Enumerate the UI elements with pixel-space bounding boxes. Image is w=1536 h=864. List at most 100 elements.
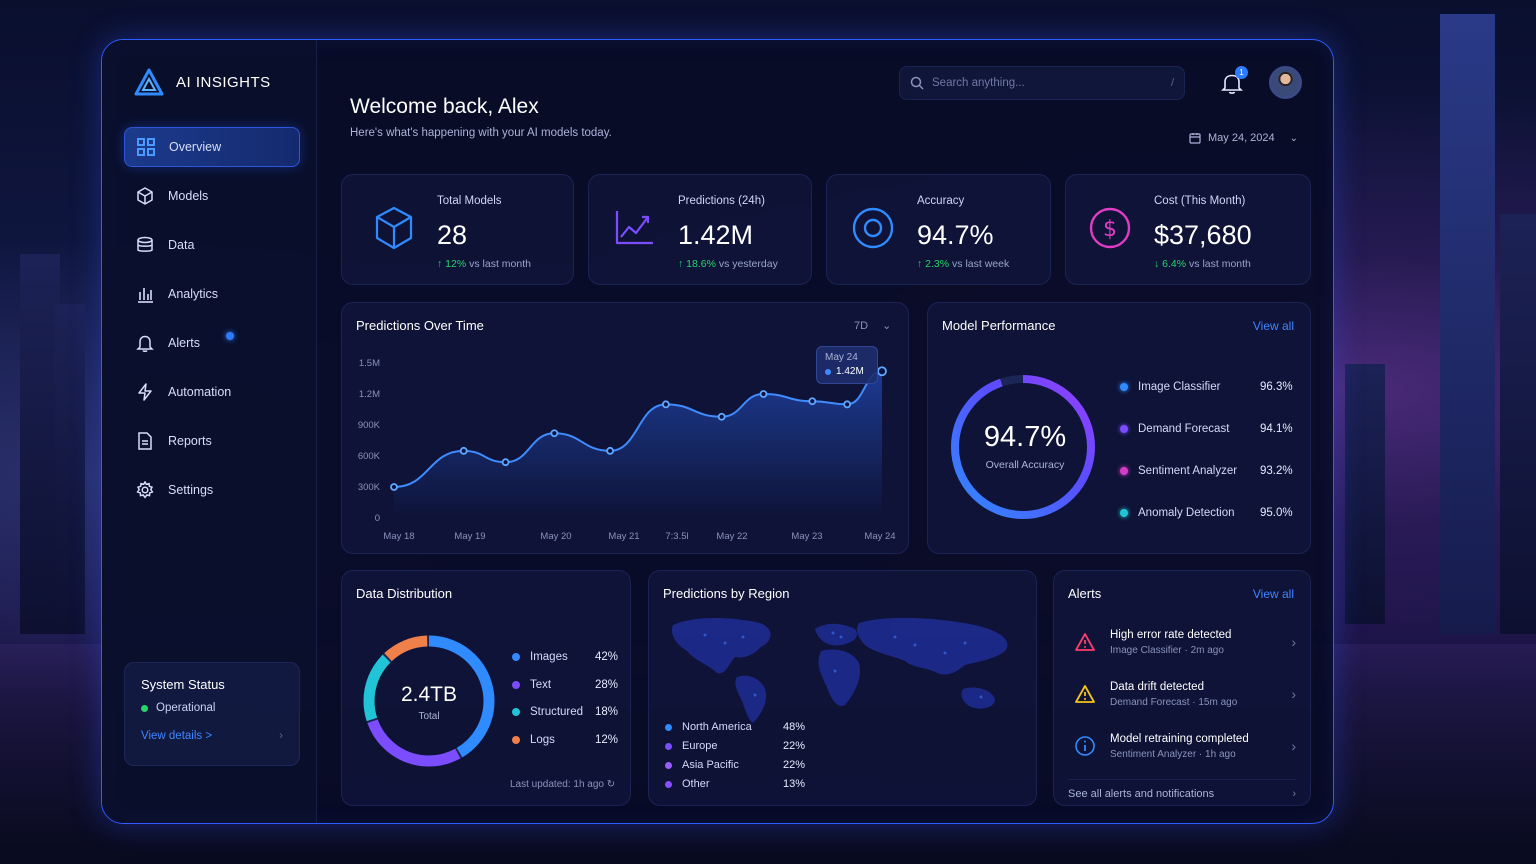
avatar[interactable] [1269,66,1302,99]
date-picker[interactable]: May 24, 2024 ⌄ [1189,132,1298,144]
page-subtitle: Here's what's happening with your AI mod… [350,127,612,139]
card-title: Predictions by Region [663,586,790,601]
kpi-delta-text: vs last month [469,258,531,270]
sidebar-item-label: Automation [168,385,232,399]
document-icon [138,432,152,450]
card-title: Data Distribution [356,586,453,601]
data-distribution-card: Data Distribution 2.4TB Total Images 42% T… [341,570,631,806]
sidebar-item-models[interactable]: Models [124,176,300,216]
app-window: AI INSIGHTS Overview Models Data Analyti… [101,39,1334,824]
legend-value: 22% [783,759,806,771]
legend-value: 28% [595,678,619,691]
sidebar-item-label: Settings [168,483,214,497]
sidebar-item-overview[interactable]: Overview [124,127,300,167]
kpi-value: 28 [437,220,468,250]
info-icon [1075,736,1095,756]
data-point[interactable] [808,397,817,406]
line-chart[interactable]: 0 300K 600K 900K 1.2M 1.5M May 18 May 19 May 20 M… [342,303,910,555]
legend-label: North America [682,721,752,733]
legend-value: 48% [783,721,806,733]
data-point[interactable] [390,483,398,491]
kpi-value: $37,680 [1154,220,1252,250]
kpi-delta-value: 2.3% [925,258,950,270]
legend-value: 42% [595,651,619,663]
chevron-right-icon: › [1292,788,1296,800]
data-point[interactable] [459,446,468,455]
legend-item: Other [665,778,710,790]
target-icon [852,207,894,249]
data-point[interactable] [550,429,559,438]
sidebar-item-label: Models [168,189,209,203]
sidebar-item-analytics[interactable]: Analytics [124,274,300,314]
kpi-delta: ↑ 18.6% vs yesterday [678,258,778,270]
data-point[interactable] [606,446,615,455]
alert-item[interactable]: Data drift detected Demand Forecast · 15m… [1068,671,1296,717]
range-select[interactable]: 7D ⌄ [854,319,891,332]
search-shortcut: / [1170,77,1174,89]
distribution-total-label: Total [418,711,440,722]
donut-segment[interactable] [363,635,495,767]
chevron-down-icon: ⌄ [882,320,892,332]
donut-segment[interactable] [363,635,495,767]
distribution-total-value: 2.4TB [400,683,458,706]
range-select-value: 7D [854,320,869,332]
page-title: Welcome back, Alex [350,95,539,118]
alert-item[interactable]: High error rate detected Image Classifier… [1068,619,1296,665]
calendar-icon [1189,133,1201,144]
view-details-link[interactable]: View details > › [141,730,283,742]
legend-value: 18% [595,706,619,718]
legend-dot [665,761,672,769]
bar-chart-icon [138,288,153,303]
alert-title: High error rate detected [1110,628,1232,641]
kpi-card-cost[interactable]: $ Cost (This Month) $37,680 ↓ 6.4% vs la… [1065,174,1311,285]
search-input[interactable] [932,77,1163,89]
legend-dot [1120,467,1128,475]
sidebar-item-automation[interactable]: Automation [124,372,300,412]
bolt-icon [138,383,152,401]
notifications-bell-icon[interactable] [1218,69,1246,97]
chevron-right-icon: › [279,730,283,742]
alert-subtitle: Sentiment Analyzer · 1h ago [1110,748,1236,760]
view-all-link[interactable]: View all [1252,587,1294,601]
brand[interactable]: AI INSIGHTS [134,68,271,96]
legend-item: Logs [512,734,555,746]
legend-label: Image Classifier [1138,381,1221,393]
donut-segment[interactable] [363,635,495,767]
sidebar-item-alerts[interactable]: Alerts [124,323,300,363]
system-status-text: Operational [156,702,216,714]
sidebar-item-label: Analytics [168,287,219,301]
alert-item[interactable]: Model retraining completed Sentiment Anal… [1068,723,1296,769]
predictions-over-time-card: Predictions Over Time 7D ⌄ 0 300K 600K 900K 1… [341,302,909,554]
data-point[interactable] [843,400,852,409]
alert-title: Model retraining completed [1110,732,1249,745]
kpi-card-predictions[interactable]: Predictions (24h) 1.42M ↑ 18.6% vs yeste… [588,174,812,285]
legend-value: 13% [783,778,806,790]
kpi-value: 94.7% [917,220,994,250]
kpi-card-accuracy[interactable]: Accuracy 94.7% ↑ 2.3% vs last week [826,174,1051,285]
view-all-link[interactable]: View all [1252,319,1294,333]
chevron-right-icon: › [1291,738,1296,754]
sidebar-item-settings[interactable]: Settings [124,470,300,510]
data-point[interactable] [877,366,887,377]
sidebar-item-data[interactable]: Data [124,225,300,265]
world-map[interactable] [665,615,1025,725]
refresh-icon[interactable]: ↻ [606,779,616,790]
legend-dot [665,780,672,788]
data-point[interactable] [501,458,510,467]
see-all-alerts-link[interactable]: See all alerts and notifications › [1068,779,1296,800]
legend-dot [512,653,520,661]
date-label: May 24, 2024 [1208,132,1275,144]
data-point[interactable] [661,400,670,409]
sidebar-item-reports[interactable]: Reports [124,421,300,461]
data-point[interactable] [717,412,726,421]
data-point[interactable] [759,390,768,398]
legend-dot [1120,509,1128,517]
legend-label: Anomaly Detection [1138,507,1235,519]
notification-badge: 1 [1235,66,1248,79]
sidebar-item-label: Data [168,238,195,252]
kpi-delta: ↓ 6.4% vs last month [1154,258,1251,270]
x-tick-label: May 19 [454,531,485,542]
alert-subtitle: Image Classifier · 2m ago [1110,644,1224,656]
search-bar[interactable]: / [899,66,1185,100]
kpi-card-total-models[interactable]: Total Models 28 ↑ 12% vs last month [341,174,574,285]
